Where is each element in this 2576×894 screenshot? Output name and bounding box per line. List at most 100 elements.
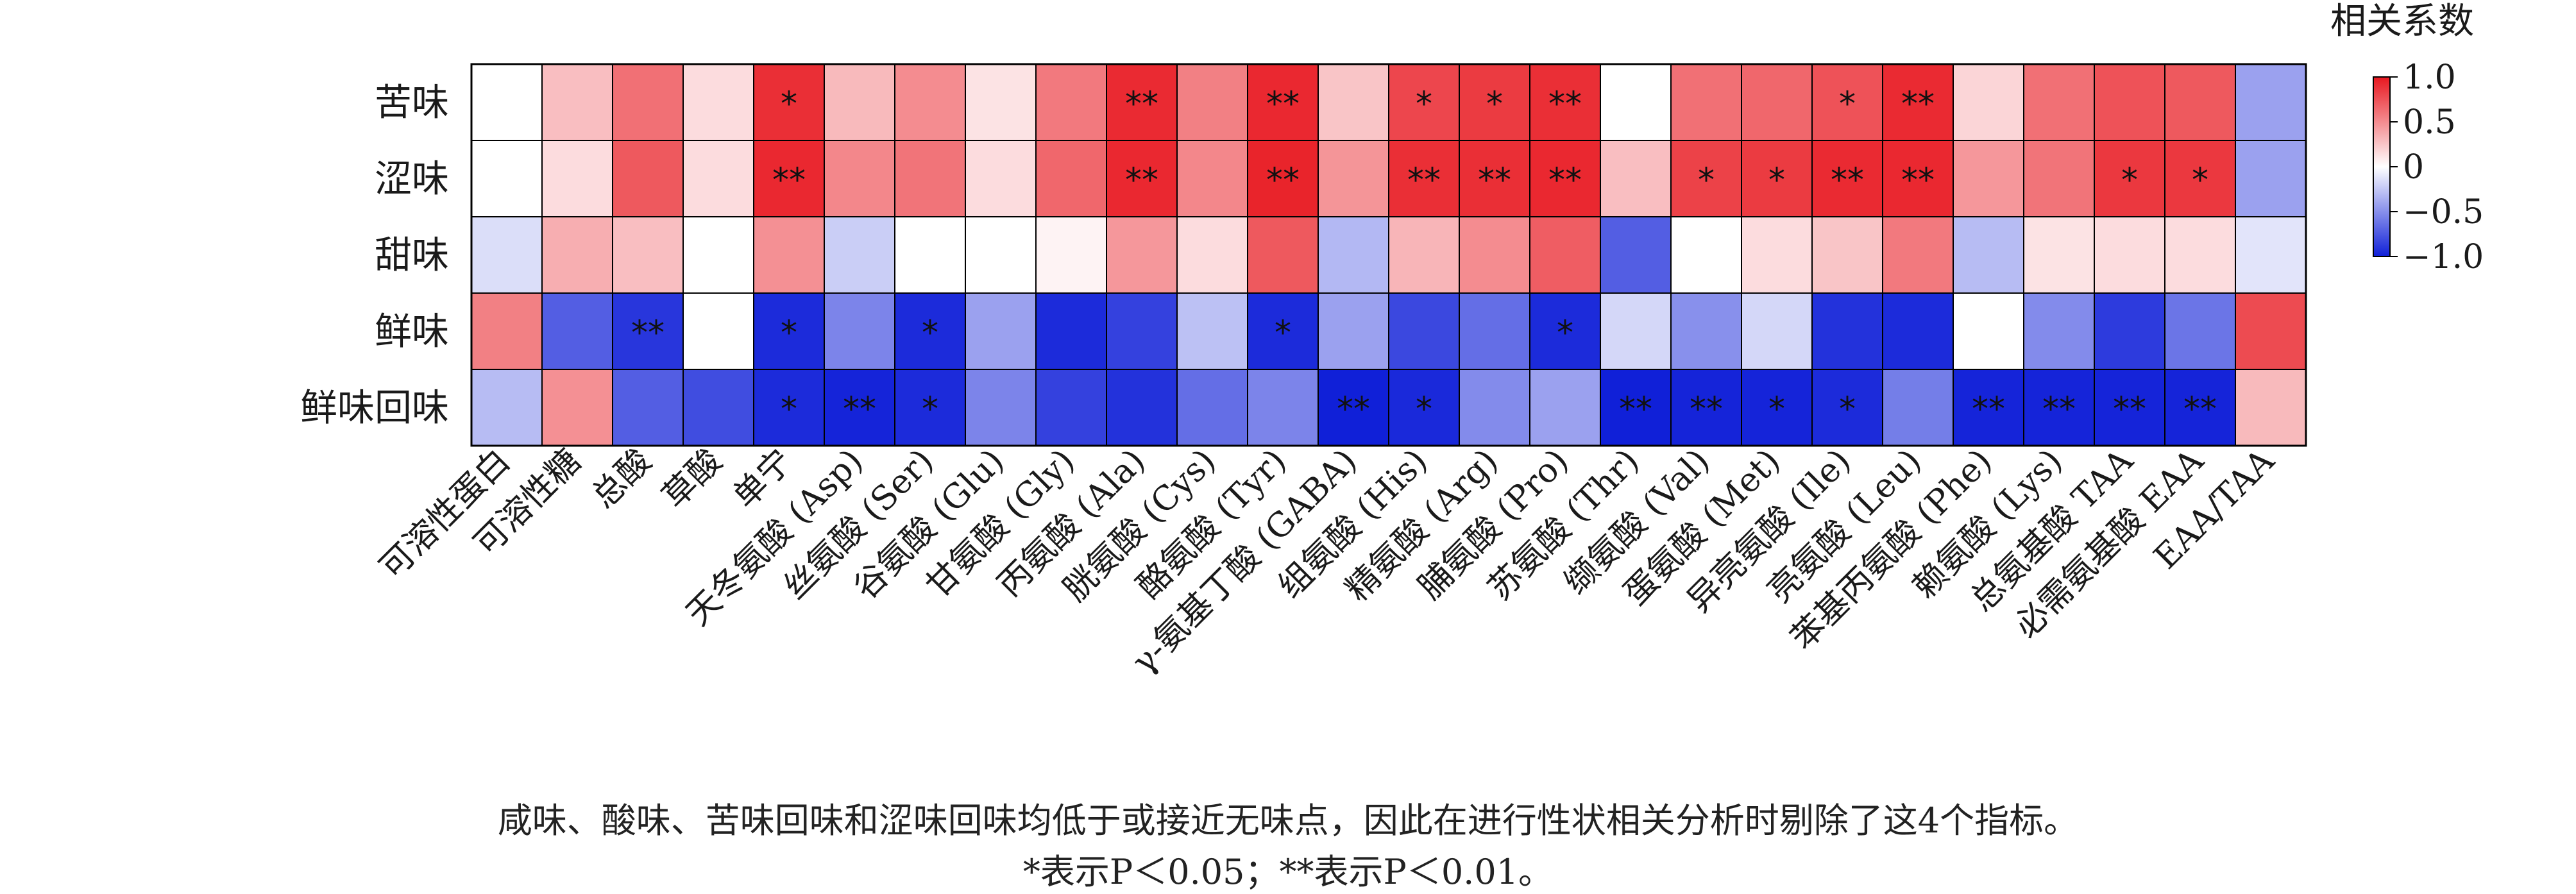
colorbar-tick-label: −0.5 [2403,193,2484,232]
significance-mark: * [922,391,938,429]
row-label: 鲜味 [375,310,449,353]
heatmap-cell [1318,216,1389,294]
colorbar-tick-label: 1.0 [2403,58,2456,97]
significance-mark: ** [843,391,876,429]
heatmap-cell [1459,292,1530,370]
significance-mark: * [1416,391,1432,429]
heatmap-cell [2164,216,2236,294]
heatmap-cell [471,292,543,370]
heatmap-cell [1035,140,1107,217]
heatmap-cell [612,216,684,294]
heatmap-cell [541,63,613,141]
heatmap-cell [2235,63,2307,141]
heatmap-cell [894,216,966,294]
heatmap-cell [2235,140,2307,217]
heatmap-cell [1670,63,1742,141]
heatmap-cell [682,63,754,141]
heatmap-cell [1670,292,1742,370]
significance-mark: ** [1690,391,1723,429]
significance-mark: * [2121,162,2138,200]
heatmap-cell [894,140,966,217]
heatmap-cell [2094,63,2165,141]
significance-mark: * [1557,314,1573,353]
colorbar-title: 相关系数 [2330,1,2474,42]
heatmap-cell [1811,292,1883,370]
row-label: 甜味 [375,233,449,277]
significance-mark: ** [772,162,806,200]
heatmap-cell [1106,63,1178,141]
significance-mark: ** [1266,85,1300,124]
heatmap-cell [1388,292,1460,370]
significance-mark: * [781,85,797,124]
significance-mark: * [1486,85,1503,124]
significance-mark: * [1698,162,1715,200]
heatmap-cell [1741,216,1813,294]
heatmap-cell [1529,216,1601,294]
row-label: 涩味 [375,157,449,201]
heatmap-cell [541,140,613,217]
heatmap-cell [753,63,825,141]
heatmap-cell [1811,140,1883,217]
significance-mark: ** [2042,391,2076,429]
significance-mark: ** [2113,391,2146,429]
heatmap-frame [470,63,2307,447]
heatmap-cell [1953,216,2024,294]
heatmap-cell [1600,216,1672,294]
row-label: 鲜味回味 [300,386,449,430]
significance-mark: * [922,314,938,353]
heatmap-cell [1318,63,1389,141]
significance-mark: ** [1337,391,1370,429]
heatmap-cell [1106,216,1178,294]
heatmap-cells: * ** ** * * ** * **** ** ** ** ** ** * * ** ** * *** * * * ** *… [471,63,2307,446]
heatmap-cell [1953,140,2024,217]
heatmap-cell [1035,63,1107,141]
heatmap-cell [1176,292,1248,370]
significance-mark: ** [1619,391,1652,429]
heatmap-cell [965,140,1037,217]
heatmap-cell [471,216,543,294]
heatmap-cell [1670,216,1742,294]
heatmap-cell [541,292,613,370]
heatmap-cell [894,292,966,370]
significance-mark: ** [1266,162,1300,200]
heatmap-cell [2164,292,2236,370]
heatmap-cell [2023,292,2095,370]
heatmap-cell [2023,63,2095,141]
significance-mark: ** [631,314,665,353]
heatmap-cell [682,140,754,217]
heatmap-cell [1106,369,1178,446]
heatmap-cell [1600,369,1672,446]
heatmap-cell [1953,292,2024,370]
heatmap-cell [1176,63,1248,141]
heatmap-cell [1318,140,1389,217]
heatmap-cell [824,216,895,294]
colorbar-tick-label: 0 [2403,148,2424,187]
significance-mark: ** [1125,85,1158,124]
heatmap-cell [1247,369,1319,446]
heatmap-cell [2164,63,2236,141]
significance-mark: ** [1831,162,1864,200]
heatmap-cell [824,63,895,141]
heatmap-cell [682,292,754,370]
column-label: 草酸 [655,442,729,516]
significance-mark: * [1839,85,1856,124]
heatmap-cell [2023,140,2095,217]
significance-mark: ** [1901,162,1935,200]
heatmap-cell [1529,63,1601,141]
heatmap-cell [612,140,684,217]
significance-mark: ** [1125,162,1158,200]
heatmap-cell [2164,140,2236,217]
heatmap-cell [1741,63,1813,141]
heatmap-cell [2235,369,2307,446]
heatmap-cell [612,369,684,446]
significance-mark: * [1768,162,1785,200]
heatmap-cell [824,140,895,217]
significance-mark: ** [1478,162,1511,200]
significance-mark: * [2192,162,2208,200]
significance-mark: * [1839,391,1856,429]
heatmap-cell [541,216,613,294]
heatmap-cell [1882,63,1954,141]
significance-mark: * [781,314,797,353]
